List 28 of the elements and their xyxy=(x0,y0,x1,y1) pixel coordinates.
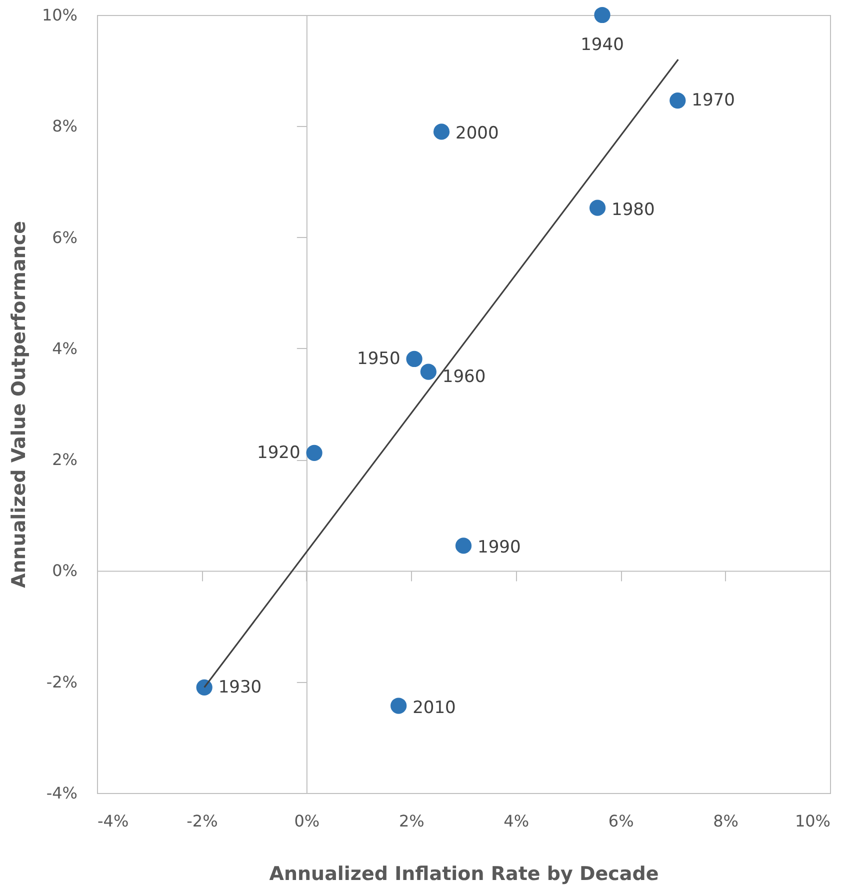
y-tick-label: -4% xyxy=(46,784,78,802)
annotation: 1940 xyxy=(580,35,624,55)
annotation: 2010 xyxy=(412,698,456,718)
y-tick-label: 10% xyxy=(42,6,78,24)
x-tick-label: 4% xyxy=(504,812,530,830)
annotation: 2000 xyxy=(456,124,499,144)
y-axis-title: Annualized Value Outperformance xyxy=(8,221,30,588)
x-axis-title: Annualized Inflation Rate by Decade xyxy=(269,863,659,886)
x-tick-label: 10% xyxy=(794,812,830,830)
annotation: 1920 xyxy=(257,442,300,463)
annotation: 1960 xyxy=(442,366,486,387)
y-tick-label: 4% xyxy=(52,338,78,358)
x-tick-label: 0% xyxy=(294,812,320,830)
y-tick-label: 8% xyxy=(52,116,78,136)
x-tick-label: 6% xyxy=(608,812,634,830)
y-tick-label: 2% xyxy=(52,450,78,470)
y-tick-label: -2% xyxy=(46,672,78,692)
annotation: 1980 xyxy=(612,200,655,220)
y-tick-label: 6% xyxy=(52,228,78,247)
x-tick-label: 2% xyxy=(398,812,424,830)
annotation: 1930 xyxy=(218,677,262,698)
annotation: 1970 xyxy=(692,90,735,111)
y-tick-label: 0% xyxy=(52,561,78,580)
annotation: 1990 xyxy=(478,538,521,558)
x-tick-label: 8% xyxy=(713,812,738,830)
annotation: 1950 xyxy=(357,348,400,369)
x-tick-label: -2% xyxy=(186,812,218,830)
x-tick-label: -4% xyxy=(98,812,129,830)
